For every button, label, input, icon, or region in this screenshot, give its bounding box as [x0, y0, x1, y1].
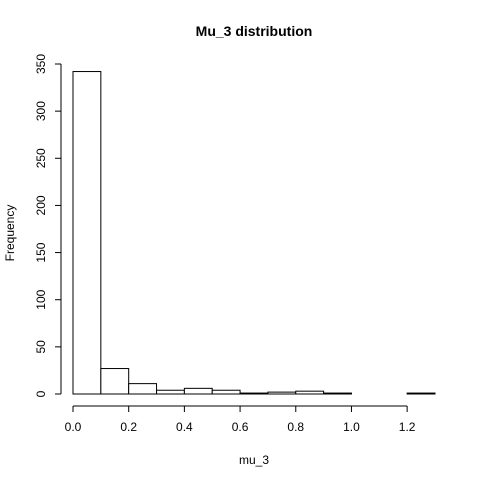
histogram-bar: [128, 383, 158, 395]
x-tick-label: 0.6: [232, 420, 249, 434]
x-axis: 0.0 0.2 0.4 0.6 0.8 1.0 1.2: [65, 405, 416, 434]
histogram-bar: [295, 390, 325, 395]
bars-group: [72, 71, 436, 395]
histogram-bar: [267, 391, 297, 395]
histogram-bar: [406, 392, 436, 395]
x-tick-label: 0.8: [287, 420, 304, 434]
histogram-bar: [156, 389, 185, 395]
histogram-bar: [239, 392, 269, 395]
y-axis-label: Frequency: [3, 205, 17, 262]
y-tick-label: 0: [34, 390, 48, 397]
y-tick-label: 150: [34, 242, 48, 262]
histogram-bar: [183, 387, 213, 395]
y-tick-label: 50: [34, 340, 48, 354]
histogram-bar: [72, 71, 102, 395]
y-tick-label: 250: [34, 148, 48, 168]
y-tick-label: 350: [34, 54, 48, 74]
x-tick-label: 1.0: [343, 420, 360, 434]
y-tick-label: 200: [34, 195, 48, 215]
y-tick-label: 300: [34, 101, 48, 121]
y-tick-label: 100: [34, 289, 48, 309]
chart-title: Mu_3 distribution: [196, 23, 313, 39]
histogram-bar: [323, 392, 352, 395]
histogram-bar: [211, 389, 241, 395]
x-axis-label: mu_3: [239, 453, 269, 467]
histogram-bar: [100, 368, 130, 395]
x-tick-label: 1.2: [399, 420, 416, 434]
x-tick-label: 0.2: [120, 420, 137, 434]
y-axis: 0 50 100 150 200 250 300 350: [34, 54, 62, 397]
x-tick-label: 0.0: [65, 420, 82, 434]
x-tick-label: 0.4: [176, 420, 193, 434]
